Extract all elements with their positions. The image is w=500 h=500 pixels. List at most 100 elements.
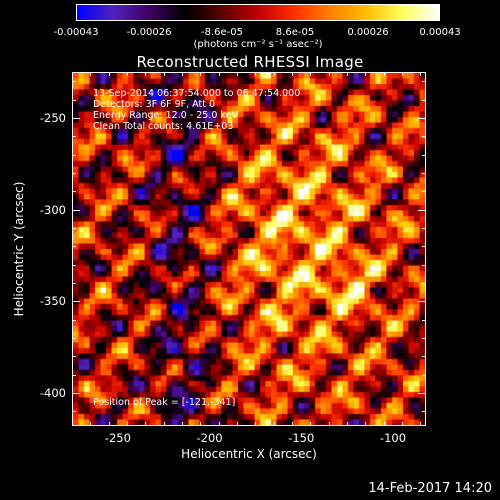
- tick-mark: [422, 411, 426, 413]
- tick-mark: [72, 392, 80, 394]
- tick-mark: [292, 422, 294, 426]
- tick-mark: [163, 422, 165, 426]
- tick-mark: [347, 422, 349, 426]
- tick-mark: [422, 337, 426, 339]
- colorbar-tick: -8.6e-05: [201, 27, 243, 38]
- x-tick-label: -150: [288, 431, 315, 445]
- y-tick-label: -350: [39, 294, 66, 309]
- tick-mark: [72, 282, 76, 284]
- y-axis-label: Heliocentric Y (arcsec): [12, 181, 26, 317]
- tick-mark: [365, 422, 367, 426]
- tick-mark: [422, 356, 426, 358]
- tick-mark: [418, 392, 426, 394]
- tick-mark: [72, 209, 80, 211]
- tick-mark: [72, 374, 76, 376]
- tick-mark: [72, 81, 76, 83]
- tick-mark: [273, 72, 275, 76]
- colorbar-tick: 8.6e-05: [275, 27, 315, 38]
- tick-mark: [182, 72, 184, 76]
- colorbar: -0.00043 -0.00026 -8.6e-05 8.6e-05 0.000…: [0, 0, 500, 50]
- tick-mark: [72, 264, 76, 266]
- y-tick-label: -300: [39, 202, 66, 217]
- tick-mark: [145, 422, 147, 426]
- tick-mark: [255, 72, 257, 76]
- tick-mark: [72, 227, 76, 229]
- tick-mark: [422, 264, 426, 266]
- render-timestamp: 14-Feb-2017 14:20: [368, 481, 492, 496]
- colorbar-gradient: [76, 4, 440, 21]
- tick-mark: [237, 422, 239, 426]
- tick-mark: [108, 72, 110, 76]
- tick-mark: [420, 422, 422, 426]
- tick-mark: [328, 422, 330, 426]
- tick-mark: [90, 422, 92, 426]
- tick-mark: [365, 72, 367, 76]
- x-axis-label: Heliocentric X (arcsec): [181, 447, 317, 461]
- tick-mark: [292, 72, 294, 76]
- tick-mark: [418, 301, 426, 303]
- tick-mark: [72, 99, 76, 101]
- tick-mark: [72, 117, 80, 119]
- tick-mark: [383, 72, 385, 76]
- tick-mark: [72, 301, 80, 303]
- tick-mark: [422, 282, 426, 284]
- x-tick-label: -100: [379, 431, 407, 445]
- tick-mark: [422, 374, 426, 376]
- tick-mark: [402, 422, 404, 426]
- tick-mark: [422, 246, 426, 248]
- tick-mark: [72, 319, 76, 321]
- tick-mark: [422, 154, 426, 156]
- tick-mark: [108, 422, 110, 426]
- tick-mark: [163, 72, 165, 76]
- y-tick-label: -400: [39, 385, 66, 400]
- tick-mark: [72, 246, 76, 248]
- tick-mark: [145, 72, 147, 76]
- tick-mark: [72, 191, 76, 193]
- tick-mark: [72, 337, 76, 339]
- colorbar-tick: 0.00026: [347, 27, 389, 38]
- chart-title: Reconstructed RHESSI Image: [136, 53, 364, 71]
- tick-mark: [72, 411, 76, 413]
- colorbar-tick: -0.00043: [53, 27, 99, 38]
- colorbar-tick: -0.00026: [126, 27, 172, 38]
- tick-mark: [72, 154, 76, 156]
- tick-mark: [422, 191, 426, 193]
- tick-mark: [310, 72, 312, 76]
- tick-mark: [255, 422, 257, 426]
- colorbar-tick: 0.00043: [419, 27, 461, 38]
- tick-mark: [422, 227, 426, 229]
- tick-mark: [200, 422, 202, 426]
- tick-mark: [72, 72, 73, 76]
- heatmap-image: [73, 73, 425, 425]
- x-tick-label: -200: [196, 431, 223, 445]
- x-tick-label: -250: [104, 431, 131, 445]
- tick-mark: [383, 422, 385, 426]
- peak-position: Position of Peak = [-121,-341]: [93, 397, 236, 408]
- info-detectors: Detectors: 3F 6F 9F, Att 0: [93, 99, 216, 110]
- info-energy-range: Energy Range: 12.0 - 25.0 keV: [93, 110, 238, 121]
- tick-mark: [90, 72, 92, 76]
- tick-mark: [182, 422, 184, 426]
- tick-mark: [422, 319, 426, 321]
- tick-mark: [422, 81, 426, 83]
- tick-mark: [347, 72, 349, 76]
- tick-mark: [200, 72, 202, 76]
- y-tick-label: -250: [39, 110, 66, 125]
- tick-mark: [422, 99, 426, 101]
- tick-mark: [127, 72, 129, 76]
- tick-mark: [127, 422, 129, 426]
- plot-area: [72, 72, 426, 426]
- tick-mark: [72, 172, 76, 174]
- tick-mark: [218, 422, 220, 426]
- tick-mark: [422, 172, 426, 174]
- tick-mark: [273, 422, 275, 426]
- tick-mark: [402, 72, 404, 76]
- tick-mark: [422, 136, 426, 138]
- tick-mark: [418, 117, 426, 119]
- tick-mark: [310, 422, 312, 426]
- info-time-range: 13-Sep-2014 06:37:54.000 to 06:47:54.000: [93, 88, 301, 99]
- tick-mark: [72, 136, 76, 138]
- colorbar-unit-label: (photons cm⁻² s⁻¹ asec⁻²): [193, 39, 323, 50]
- tick-mark: [328, 72, 330, 76]
- tick-mark: [237, 72, 239, 76]
